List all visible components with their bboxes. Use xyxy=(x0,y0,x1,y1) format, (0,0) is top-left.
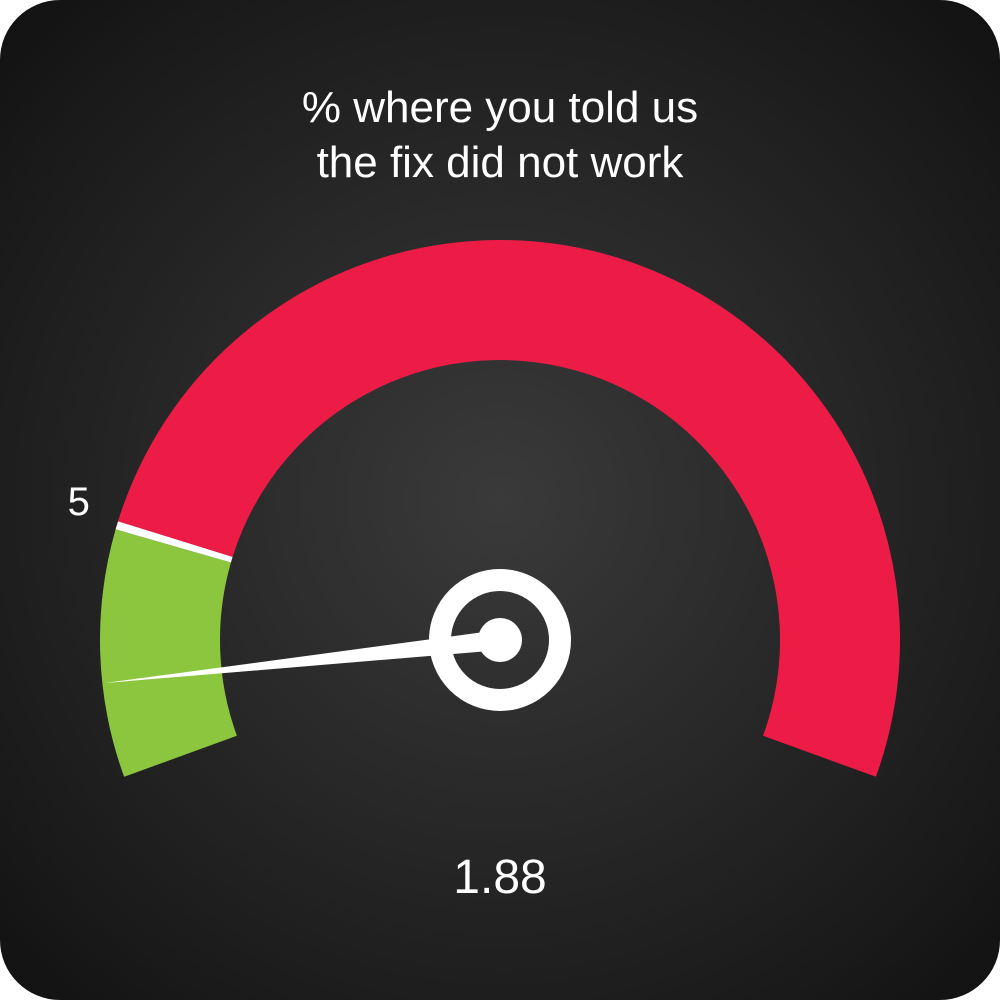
gauge-hub-dot xyxy=(478,618,522,662)
gauge-value-label: 1.88 xyxy=(0,850,1000,905)
gauge-threshold-label: 5 xyxy=(68,480,90,525)
gauge-title: % where you told us the fix did not work xyxy=(0,80,1000,190)
gauge-segment-green xyxy=(100,529,237,777)
gauge-card: % where you told us the fix did not work… xyxy=(0,0,1000,1000)
